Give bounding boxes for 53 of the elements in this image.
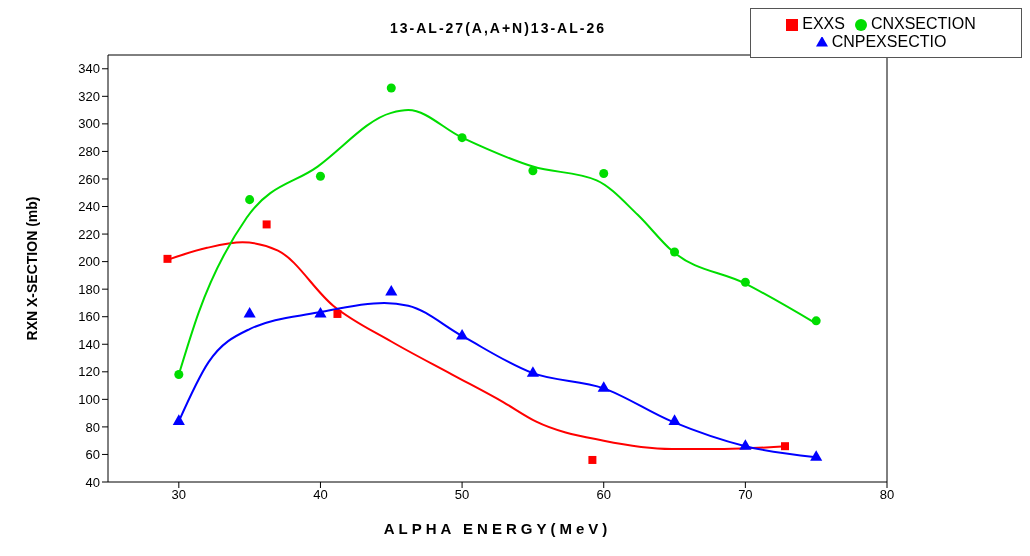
point: [588, 455, 597, 464]
y-tick-label: 160: [78, 309, 100, 325]
y-tick-label: 60: [85, 447, 100, 463]
y-tick-label: 80: [85, 419, 100, 435]
x-axis-title: ALPHA ENERGY(MeV): [383, 520, 612, 537]
y-tick-label: 40: [85, 474, 100, 490]
point: [668, 414, 681, 425]
y-tick-label: 260: [78, 171, 100, 187]
legend-label: EXXS: [802, 15, 845, 32]
x-tick-label: 30: [171, 487, 187, 503]
point: [314, 306, 327, 318]
point: [386, 83, 396, 93]
x-tick-label: 80: [879, 487, 895, 503]
y-axis-title: RXN X-SECTION (mb): [23, 196, 40, 341]
point: [315, 171, 325, 181]
point: [597, 381, 610, 392]
point: [781, 442, 790, 451]
point: [810, 450, 823, 461]
y-tick-label: 280: [78, 144, 100, 160]
point: [243, 306, 256, 318]
point: [526, 366, 539, 377]
point: [670, 247, 680, 257]
point: [528, 166, 538, 176]
point: [739, 439, 752, 450]
y-tick-label: 220: [78, 226, 100, 242]
point: [385, 284, 398, 296]
point: [172, 414, 185, 425]
point: [174, 370, 184, 380]
y-tick-label: 100: [78, 391, 100, 407]
x-tick-label: 60: [596, 487, 611, 503]
point: [333, 309, 342, 318]
point: [457, 133, 467, 143]
point: [740, 277, 750, 287]
y-tick-label: 300: [78, 116, 100, 132]
y-tick-label: 340: [78, 61, 100, 77]
point: [456, 328, 469, 340]
point: [163, 254, 172, 263]
y-tick-label: 240: [78, 199, 100, 215]
x-tick-label: 50: [454, 487, 470, 503]
point: [811, 316, 821, 326]
legend-label: CNXSECTION: [870, 15, 976, 32]
legend-label: CNPEXSECTIO: [831, 33, 947, 50]
chart-title: 13-AL-27(A,A+N)13-AL-26: [390, 20, 606, 36]
point: [245, 195, 255, 205]
y-tick-label: 320: [78, 88, 100, 104]
y-tick-label: 120: [78, 364, 100, 380]
y-tick-label: 140: [78, 336, 100, 352]
x-tick-label: 40: [313, 487, 328, 503]
y-tick-label: 180: [78, 281, 100, 297]
x-tick-label: 70: [738, 487, 753, 503]
point: [599, 168, 609, 178]
point: [262, 220, 271, 229]
y-tick-label: 200: [78, 254, 100, 270]
